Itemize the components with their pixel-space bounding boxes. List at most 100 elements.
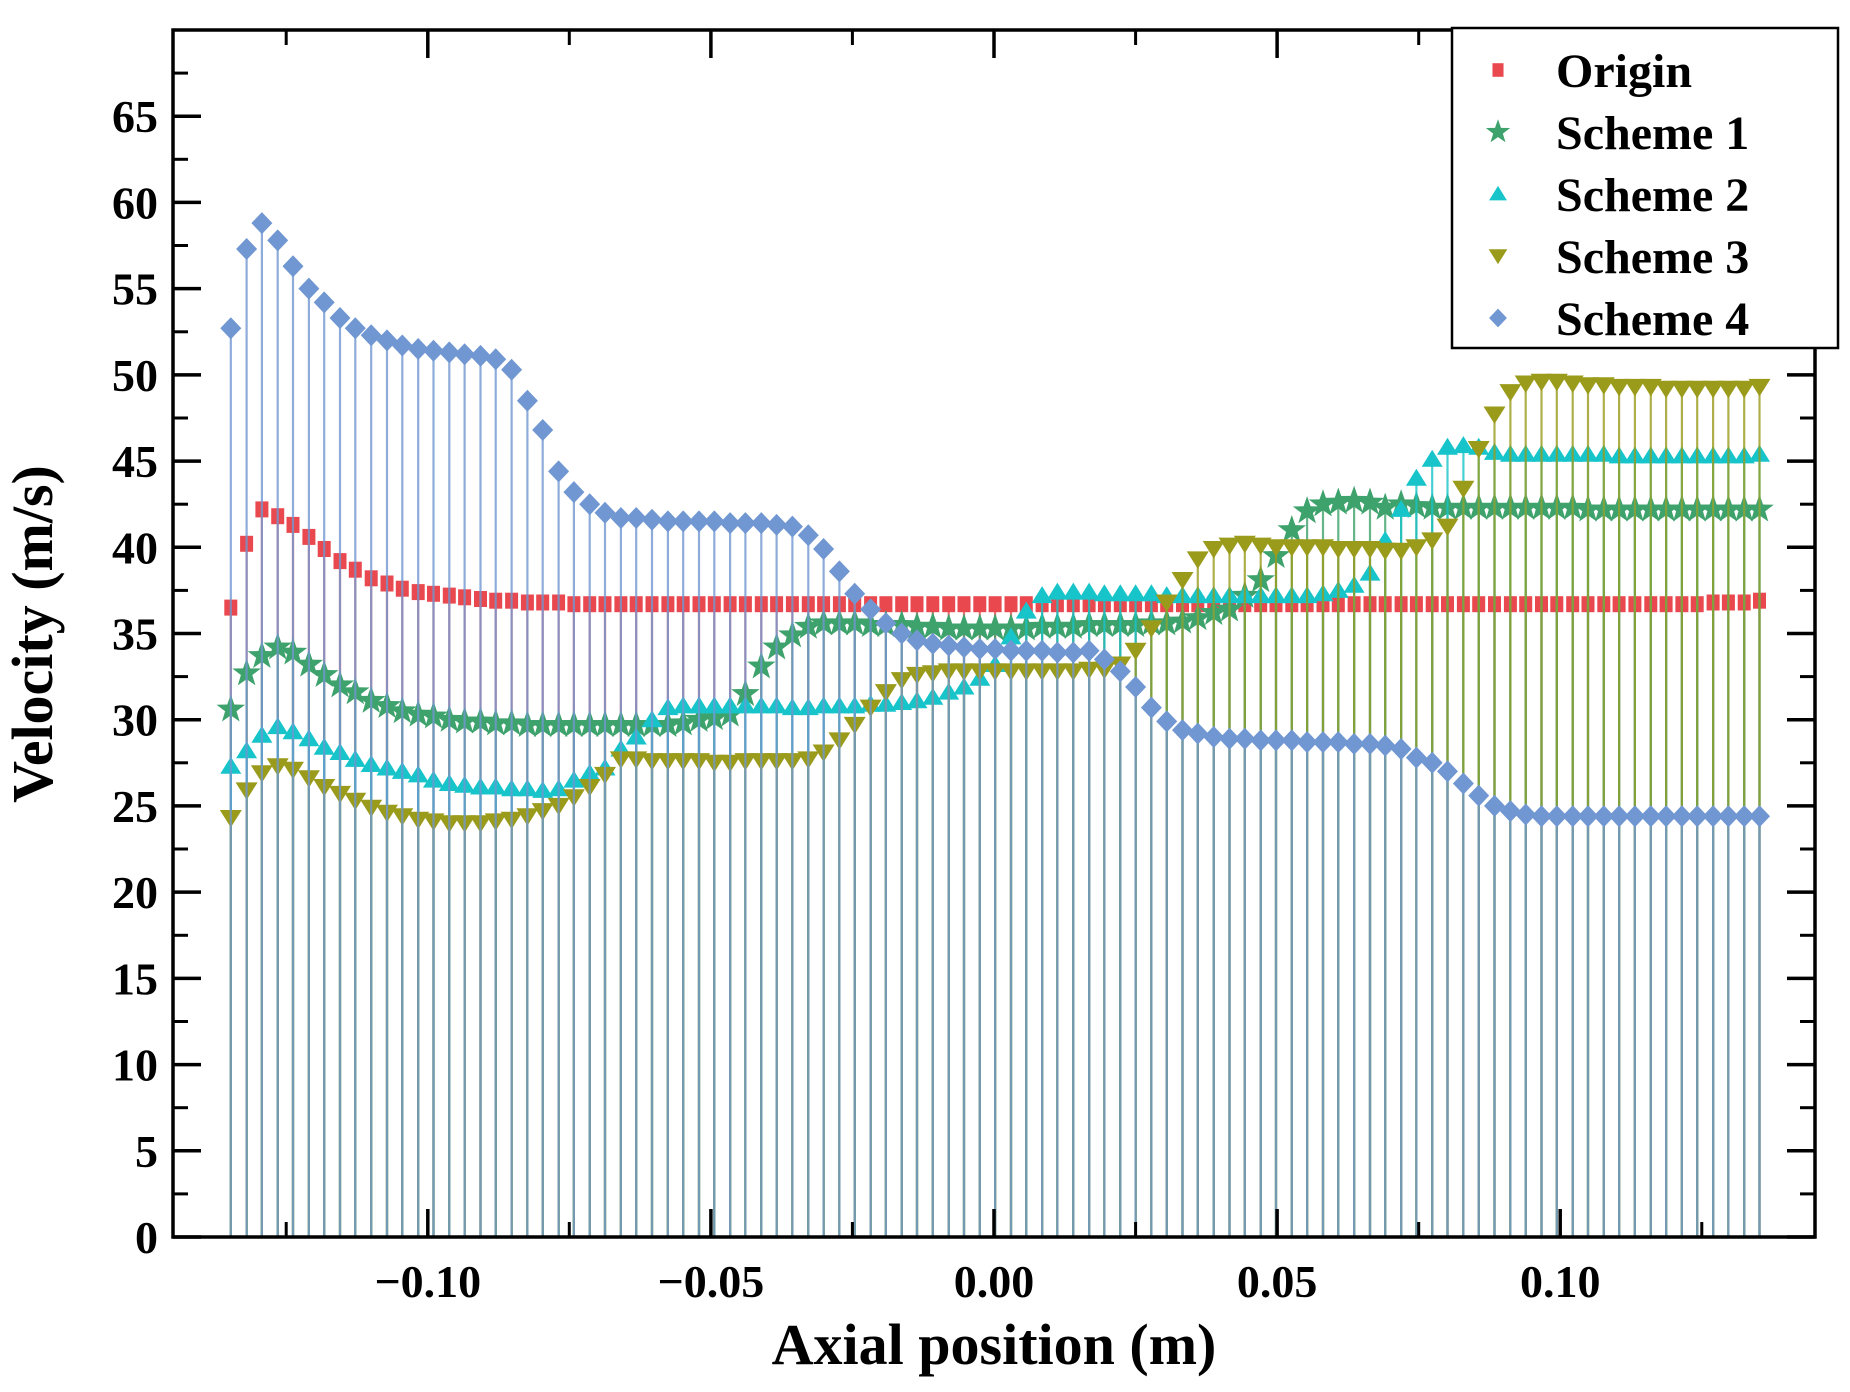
data-point-scheme-4 bbox=[1015, 639, 1037, 662]
series-scheme-4-markers bbox=[220, 212, 1770, 828]
y-tick-label: 55 bbox=[112, 264, 158, 315]
data-point-scheme-3 bbox=[1436, 518, 1459, 537]
data-point-scheme-3 bbox=[1296, 539, 1319, 557]
x-tick-label: −0.10 bbox=[374, 1256, 481, 1307]
data-point-scheme-3 bbox=[1608, 378, 1631, 397]
data-point-origin bbox=[1004, 596, 1018, 613]
data-point-scheme-3 bbox=[1233, 535, 1256, 554]
legend-item-scheme-1: Scheme 1 bbox=[1485, 107, 1749, 160]
data-point-scheme-3 bbox=[1343, 541, 1366, 559]
data-point-scheme-3 bbox=[1467, 441, 1490, 459]
data-point-scheme-1 bbox=[1277, 515, 1307, 543]
data-point-scheme-2 bbox=[1062, 582, 1084, 600]
legend-marker-star-icon bbox=[1485, 119, 1511, 143]
data-point-scheme-3 bbox=[1639, 378, 1662, 397]
data-point-origin bbox=[895, 596, 909, 613]
legend-item-origin: Origin bbox=[1492, 45, 1692, 98]
data-point-scheme-4 bbox=[1452, 772, 1474, 795]
data-point-scheme-4 bbox=[1000, 639, 1022, 662]
data-point-origin bbox=[879, 596, 893, 613]
legend-item-scheme-2: Scheme 2 bbox=[1489, 169, 1749, 222]
data-point-scheme-4 bbox=[797, 524, 819, 547]
data-point-origin bbox=[988, 596, 1002, 613]
data-point-scheme-4 bbox=[1655, 805, 1677, 828]
data-point-origin bbox=[942, 596, 956, 613]
legend-label: Scheme 1 bbox=[1556, 107, 1749, 160]
data-point-scheme-4 bbox=[969, 638, 991, 660]
data-point-scheme-4 bbox=[282, 255, 304, 278]
data-point-scheme-4 bbox=[1608, 805, 1630, 828]
data-point-scheme-2 bbox=[1390, 499, 1412, 517]
series-scheme-4-stems bbox=[229, 223, 1761, 1237]
data-point-scheme-2 bbox=[1140, 584, 1162, 602]
data-point-scheme-4 bbox=[813, 538, 835, 560]
data-point-scheme-3 bbox=[1186, 551, 1209, 569]
data-point-scheme-1 bbox=[1292, 496, 1322, 524]
plot-frame bbox=[171, 28, 1817, 1239]
data-point-scheme-3 bbox=[1421, 532, 1444, 550]
x-tick-label: 0.00 bbox=[954, 1256, 1035, 1307]
y-tick-label: 40 bbox=[112, 522, 158, 573]
y-tick-label: 45 bbox=[112, 436, 158, 487]
data-point-scheme-2 bbox=[1405, 468, 1427, 486]
tick-labels: −0.10 −0.05 0.00 0.05 0.10 0 5 10 15 20 25 30 35 40 45… bbox=[112, 91, 1600, 1307]
data-point-scheme-4 bbox=[1531, 805, 1552, 828]
data-point-scheme-4 bbox=[1390, 738, 1412, 760]
legend-marker-square-icon bbox=[1492, 63, 1504, 77]
data-point-scheme-4 bbox=[844, 582, 866, 605]
data-point-scheme-1 bbox=[1308, 489, 1338, 517]
data-point-scheme-4 bbox=[470, 344, 491, 367]
data-point-scheme-1 bbox=[980, 613, 1010, 641]
data-point-scheme-4 bbox=[313, 291, 335, 314]
data-point-scheme-4 bbox=[1546, 805, 1568, 828]
data-point-scheme-4 bbox=[1046, 641, 1068, 664]
series-origin-markers bbox=[224, 501, 1766, 616]
y-tick-label: 50 bbox=[112, 350, 158, 401]
x-tick-label: 0.05 bbox=[1237, 1256, 1318, 1307]
data-point-scheme-1 bbox=[1355, 487, 1385, 515]
data-point-scheme-3 bbox=[1140, 620, 1163, 638]
data-point-scheme-4 bbox=[1343, 732, 1365, 755]
data-point-scheme-3 bbox=[1670, 380, 1693, 399]
data-point-scheme-4 bbox=[1109, 660, 1131, 683]
legend-label: Scheme 4 bbox=[1556, 293, 1749, 346]
data-point-origin bbox=[910, 596, 924, 613]
data-point-scheme-4 bbox=[1062, 641, 1084, 664]
y-tick-label: 0 bbox=[135, 1212, 158, 1263]
data-point-scheme-4 bbox=[688, 510, 710, 533]
legend-item-scheme-3: Scheme 3 bbox=[1488, 231, 1749, 284]
legend-label: Origin bbox=[1556, 45, 1692, 98]
data-point-scheme-4 bbox=[1468, 784, 1490, 807]
data-point-scheme-4 bbox=[391, 334, 413, 357]
data-point-scheme-2 bbox=[1031, 586, 1053, 604]
data-point-scheme-3 bbox=[1249, 537, 1272, 556]
data-point-scheme-4 bbox=[485, 348, 507, 371]
x-axis-title: Axial position (m) bbox=[772, 1312, 1217, 1377]
x-tick-label: 0.10 bbox=[1520, 1256, 1601, 1307]
legend-marker-triangle-up-icon bbox=[1489, 185, 1507, 201]
data-point-scheme-3 bbox=[1452, 480, 1475, 499]
data-point-scheme-4 bbox=[1125, 676, 1147, 698]
legend-label: Scheme 3 bbox=[1556, 231, 1749, 284]
data-point-scheme-4 bbox=[641, 508, 663, 531]
data-point-scheme-4 bbox=[1702, 805, 1724, 828]
data-point-scheme-4 bbox=[922, 632, 944, 655]
data-point-scheme-4 bbox=[953, 636, 975, 659]
data-point-scheme-4 bbox=[719, 512, 741, 535]
data-point-scheme-3 bbox=[1577, 377, 1599, 395]
data-point-scheme-2 bbox=[1015, 601, 1037, 619]
data-point-scheme-4 bbox=[1140, 696, 1162, 719]
data-point-scheme-4 bbox=[516, 389, 538, 412]
data-point-scheme-2 bbox=[1125, 584, 1147, 602]
data-point-scheme-2 bbox=[1093, 584, 1115, 602]
data-point-scheme-3 bbox=[1514, 375, 1537, 393]
data-point-scheme-4 bbox=[1577, 805, 1599, 828]
data-point-scheme-4 bbox=[1312, 731, 1334, 754]
data-point-scheme-3 bbox=[1686, 380, 1709, 399]
legend-marker-diamond-icon bbox=[1489, 308, 1507, 328]
y-tick-label: 20 bbox=[112, 867, 158, 918]
data-point-scheme-4 bbox=[1219, 727, 1240, 750]
data-point-scheme-3 bbox=[1155, 594, 1178, 612]
data-point-scheme-3 bbox=[1655, 380, 1678, 399]
